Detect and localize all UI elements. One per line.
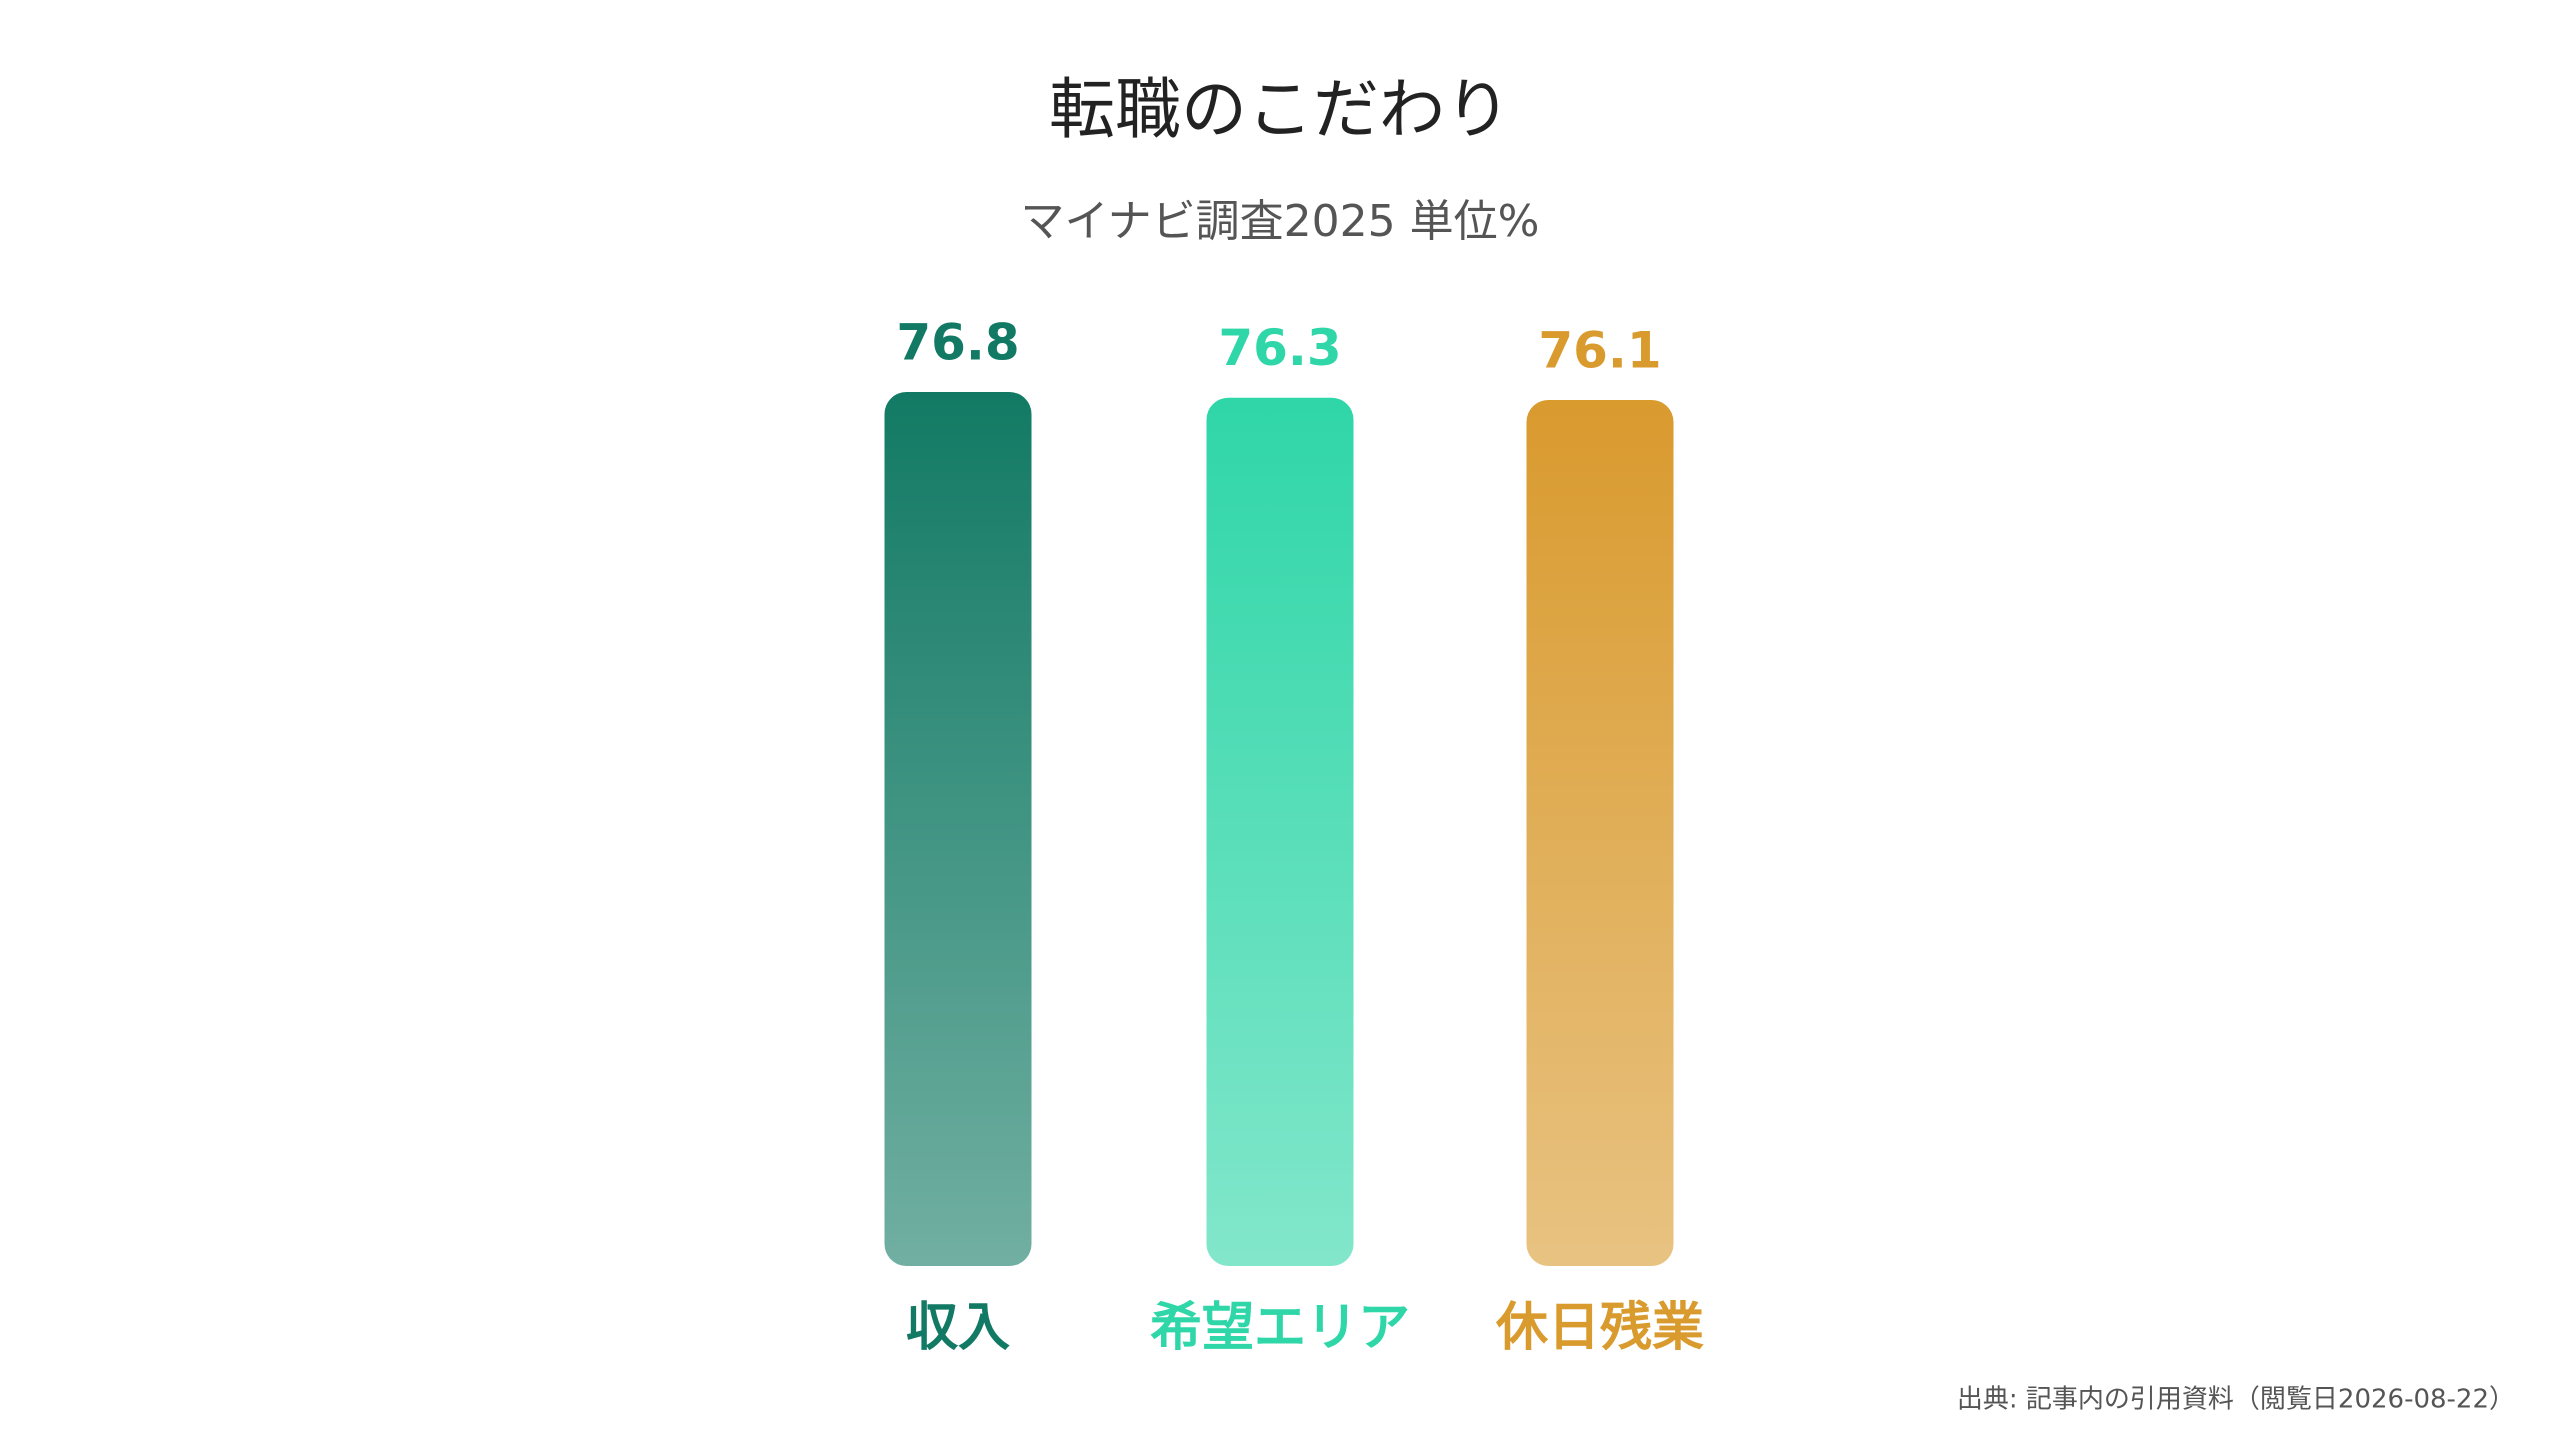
value-label: 76.3 xyxy=(1218,319,1341,377)
category-label: 休日残業 xyxy=(1495,1298,1704,1358)
bar xyxy=(1526,399,1674,1266)
bar xyxy=(1206,397,1354,1267)
chart-title: 転職のこだわり xyxy=(1049,71,1511,148)
chart-subtitle: マイナビ調査2025 単位% xyxy=(1021,196,1540,247)
source-note: 出典: 記事内の引用資料（閲覧日2026-08-22） xyxy=(1957,1385,2515,1415)
bar xyxy=(884,392,1032,1266)
category-label: 希望エリア xyxy=(1150,1298,1410,1358)
category-label: 収入 xyxy=(906,1298,1010,1358)
value-label: 76.8 xyxy=(896,314,1019,372)
value-label: 76.1 xyxy=(1538,321,1661,379)
